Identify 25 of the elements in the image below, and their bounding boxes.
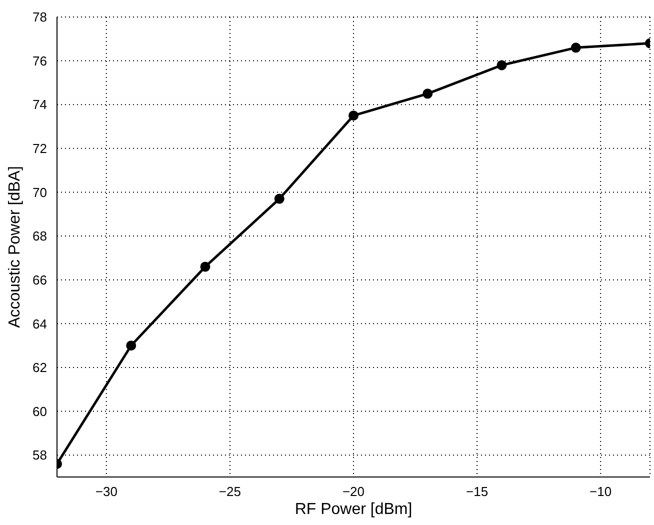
y-tick-label: 66 [32,272,47,288]
x-tick-label: −30 [95,484,118,500]
y-tick-label: 68 [32,228,47,244]
point [126,340,136,351]
x-tick-label: −10 [590,484,612,500]
y-tick-label: 58 [32,448,47,463]
y-tick-label: 64 [32,316,47,332]
point [348,110,358,121]
x-axis-title: RF Power [dBm] [294,501,412,518]
y-tick-label: 60 [32,404,47,419]
y-axis-title: Accoustic Power [dBA] [6,166,24,328]
y-tick-label: 78 [32,10,47,25]
y-tick-label: 76 [32,53,47,68]
point [496,60,507,70]
y-tick-label: 72 [32,141,47,156]
point [570,42,581,53]
x-tick-label: −25 [218,484,241,500]
point [200,262,210,272]
point [274,194,284,204]
y-tick-label: 74 [32,97,47,112]
y-tick-label: 70 [32,184,47,200]
y-tick-label: 62 [32,360,47,376]
x-tick-label: −15 [466,484,488,500]
x-tick-label: −20 [342,484,365,500]
point [422,88,433,99]
